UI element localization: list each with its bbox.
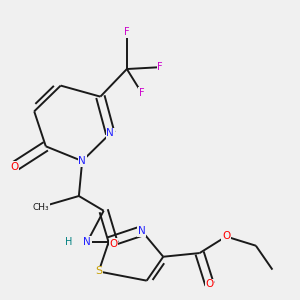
Text: F: F [157,62,163,72]
Text: O: O [206,279,214,289]
Text: N: N [138,226,146,236]
Text: O: O [10,162,19,172]
Text: O: O [222,232,230,242]
Text: N: N [106,128,114,138]
Text: N: N [78,156,86,166]
Text: N: N [83,237,91,247]
Text: CH₃: CH₃ [32,202,49,211]
Text: O: O [110,239,118,249]
Text: F: F [124,27,130,37]
Text: H: H [65,237,73,247]
Text: S: S [95,266,102,277]
Text: F: F [139,88,145,98]
